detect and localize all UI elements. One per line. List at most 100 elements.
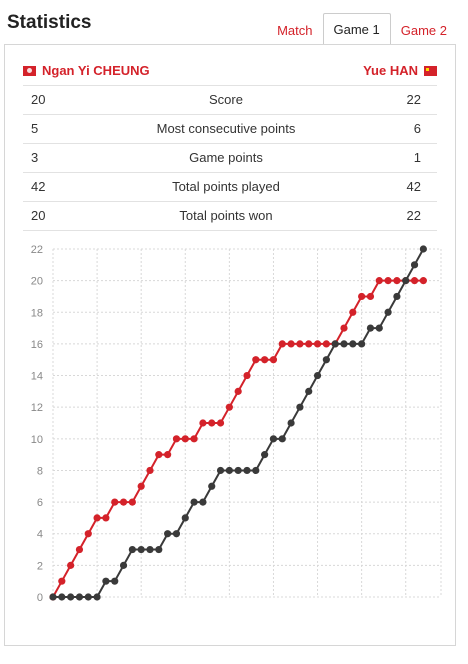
data-point <box>155 545 163 554</box>
stat-right-value: 42 <box>406 179 421 194</box>
score-progression-chart: 0 2 4 6 8 10 12 14 16 18 20 22 <box>31 244 442 604</box>
data-point <box>93 514 101 522</box>
data-point <box>278 340 286 348</box>
data-point <box>410 261 419 269</box>
data-point <box>313 340 322 348</box>
data-point <box>402 277 410 285</box>
data-point <box>225 403 233 411</box>
data-point <box>384 277 392 285</box>
player-left-name: Ngan Yi CHEUNG <box>42 63 150 78</box>
data-point <box>84 530 92 538</box>
y-tick-label: 18 <box>31 307 43 319</box>
stat-right-value: 22 <box>406 208 421 223</box>
data-point <box>119 498 128 506</box>
tab-game-1[interactable]: Game 1 <box>322 13 391 45</box>
data-point <box>75 593 84 601</box>
data-point <box>172 530 181 538</box>
stat-right-value: 6 <box>413 121 421 136</box>
data-point <box>296 403 304 411</box>
stat-left-value: 20 <box>31 208 46 223</box>
data-point <box>349 308 357 316</box>
data-point <box>190 435 198 443</box>
player-left: Ngan Yi CHEUNG <box>23 63 150 78</box>
data-point <box>155 451 163 459</box>
tab-bar: Match Game 1 Game 2 <box>267 13 457 45</box>
data-point <box>261 356 269 364</box>
data-point <box>366 292 375 301</box>
china-flag-icon <box>424 65 437 76</box>
data-point <box>384 308 392 316</box>
data-point <box>102 577 110 585</box>
data-point <box>181 514 189 522</box>
y-tick-label: 0 <box>37 592 43 604</box>
data-point <box>252 356 260 364</box>
data-point <box>305 340 313 348</box>
series-line <box>53 248 425 598</box>
data-point <box>313 371 322 380</box>
y-tick-label: 2 <box>37 560 43 572</box>
data-point <box>208 419 216 427</box>
page-title: Statistics <box>7 12 92 33</box>
data-point <box>358 292 366 301</box>
stat-right-value: 22 <box>406 92 421 107</box>
stat-label: Most consecutive points <box>156 121 296 136</box>
data-point <box>358 340 366 348</box>
data-point <box>410 277 419 285</box>
data-point <box>322 356 330 364</box>
data-point <box>164 530 172 538</box>
y-tick-label: 22 <box>31 244 43 256</box>
y-tick-label: 16 <box>31 339 43 351</box>
stat-row-total-played: 42 Total points played 42 <box>23 173 437 202</box>
data-point <box>190 498 198 506</box>
data-point <box>199 498 207 506</box>
data-point <box>261 451 269 459</box>
stats-table: 20 Score 22 5 Most consecutive points 6 … <box>23 85 437 231</box>
stat-left-value: 3 <box>31 150 39 165</box>
data-point <box>111 577 119 585</box>
player-right: Yue HAN <box>363 63 437 78</box>
data-point <box>164 451 172 459</box>
y-tick-label: 20 <box>31 276 43 288</box>
players-header: Ngan Yi CHEUNG Yue HAN <box>23 63 437 81</box>
data-point <box>340 340 348 348</box>
hong-kong-flag-icon <box>23 65 36 76</box>
data-point <box>84 593 92 601</box>
data-point <box>305 387 313 395</box>
data-point <box>278 435 286 443</box>
data-point <box>111 498 119 506</box>
stat-row-score: 20 Score 22 <box>23 86 437 115</box>
stat-left-value: 42 <box>31 179 46 194</box>
player-right-name: Yue HAN <box>363 63 418 78</box>
data-point <box>331 340 339 348</box>
data-point <box>393 277 401 285</box>
stat-left-value: 20 <box>31 92 46 107</box>
data-point <box>269 435 278 443</box>
data-point <box>208 482 216 490</box>
data-point <box>128 498 136 506</box>
data-point <box>119 561 128 569</box>
stat-row-game-points: 3 Game points 1 <box>23 144 437 173</box>
data-point <box>234 466 242 475</box>
data-point <box>322 340 330 348</box>
data-point <box>375 277 383 285</box>
tab-game-2[interactable]: Game 2 <box>400 23 447 38</box>
y-tick-label: 4 <box>37 529 43 541</box>
stat-row-most-consecutive: 5 Most consecutive points 6 <box>23 115 437 144</box>
data-point <box>216 466 225 475</box>
data-point <box>269 356 278 364</box>
data-point <box>75 545 84 554</box>
data-point <box>393 292 401 301</box>
y-tick-label: 8 <box>37 465 43 477</box>
tab-match[interactable]: Match <box>277 23 313 38</box>
data-point <box>243 371 251 380</box>
statistics-panel: Ngan Yi CHEUNG Yue HAN 20 Score 22 5 Mos… <box>4 44 456 646</box>
data-point <box>181 435 189 443</box>
y-tick-label: 6 <box>37 497 43 509</box>
data-point <box>137 545 145 554</box>
data-point <box>366 324 375 332</box>
data-point <box>146 545 154 554</box>
data-point <box>58 593 66 601</box>
stat-left-value: 5 <box>31 121 39 136</box>
data-point <box>234 387 242 395</box>
data-point <box>340 324 348 332</box>
